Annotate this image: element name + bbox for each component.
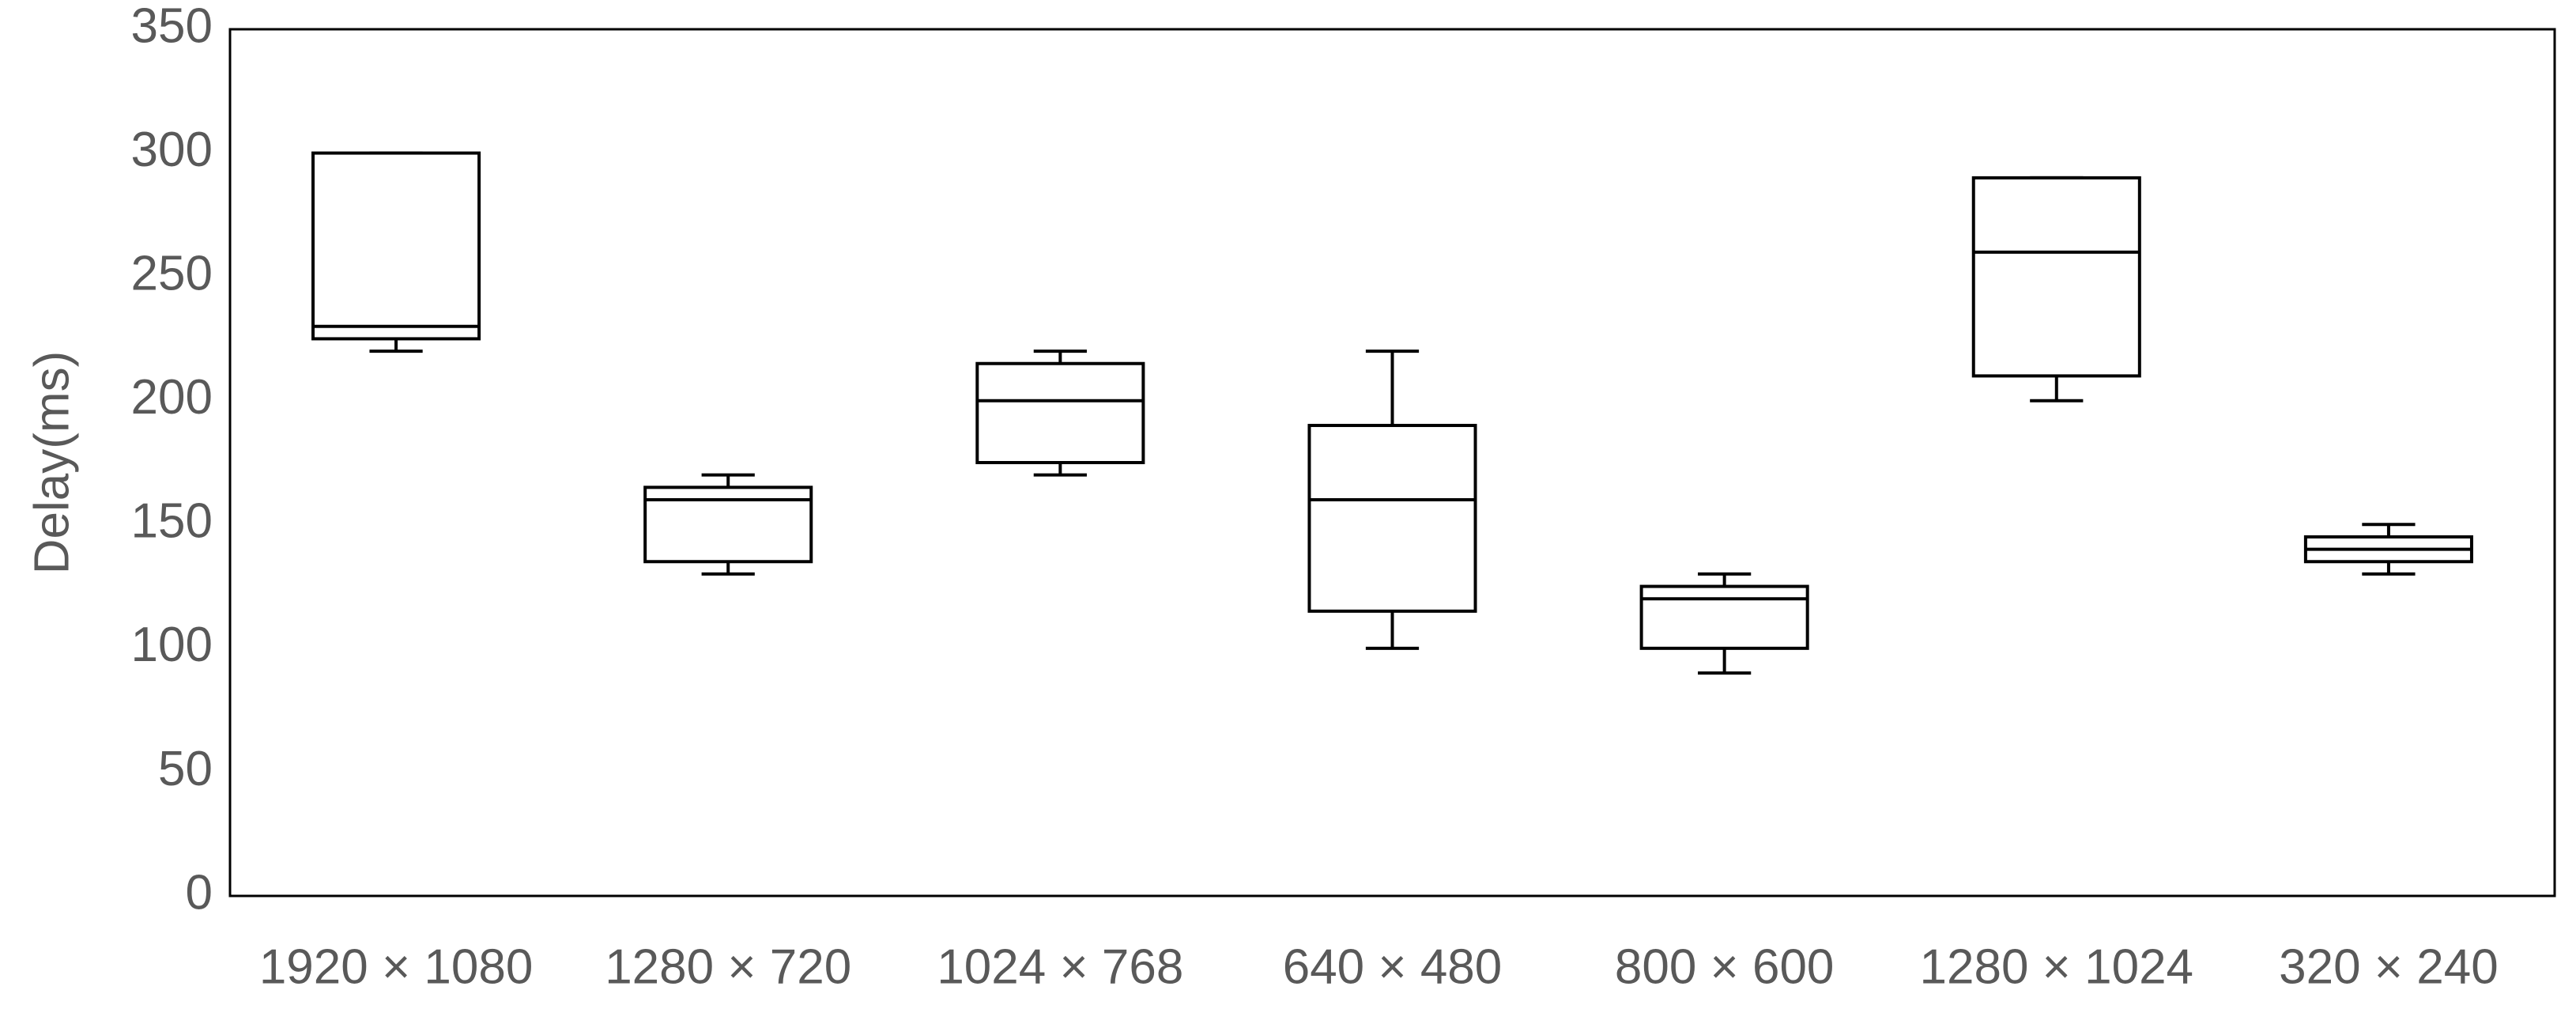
plot-frame (228, 28, 2556, 898)
y-axis-label: Delay(ms) (25, 351, 79, 574)
y-tick-label: 300 (131, 123, 213, 177)
y-tick-label: 50 (158, 742, 213, 796)
x-tick-label: 1024 × 768 (937, 939, 1183, 994)
x-tick-label: 1280 × 720 (605, 939, 851, 994)
y-tick-label: 350 (131, 0, 213, 53)
y-tick-label: 150 (131, 494, 213, 549)
x-tick-label: 800 × 600 (1615, 939, 1835, 994)
y-tick-label: 250 (131, 247, 213, 301)
y-tick-label: 200 (131, 370, 213, 425)
x-tick-label: 1920 × 1080 (259, 939, 534, 994)
box (1639, 584, 1809, 650)
box (1307, 424, 1477, 613)
box (311, 151, 481, 341)
x-tick-label: 640 × 480 (1283, 939, 1503, 994)
y-tick-label: 100 (131, 618, 213, 672)
box (1971, 176, 2141, 378)
box (975, 361, 1145, 464)
y-tick-label: 0 (186, 865, 213, 920)
x-tick-label: 320 × 240 (2279, 939, 2499, 994)
x-tick-label: 1280 × 1024 (1920, 939, 2194, 994)
